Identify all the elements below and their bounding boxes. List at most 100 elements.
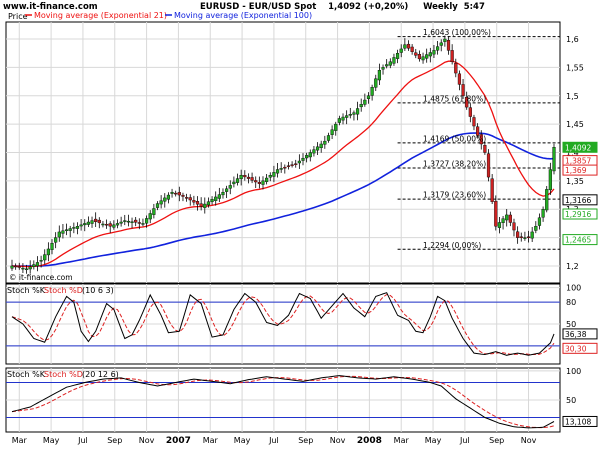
instrument-title: EURUSD - EUR/USD Spot <box>200 2 317 12</box>
candle-body <box>188 197 192 201</box>
fibonacci-label: 1,4169 (50,00%) <box>423 134 486 143</box>
value-box <box>562 208 598 220</box>
candle-body <box>312 149 316 154</box>
candle-body <box>388 61 392 66</box>
candle-body <box>345 115 349 118</box>
candle-body <box>32 264 36 267</box>
candle-body <box>381 67 385 70</box>
candle-body <box>508 214 512 223</box>
candle-body <box>68 228 72 231</box>
candle-body <box>526 236 531 238</box>
candle-body <box>406 43 411 49</box>
candle-body <box>341 116 345 121</box>
candle-body <box>395 53 400 59</box>
fibonacci-label: 1,4875 (61,80%) <box>423 94 486 103</box>
candle-body <box>166 194 171 200</box>
candle-body <box>272 172 276 177</box>
value-box-label: 1,2916 <box>565 210 591 219</box>
candle-body <box>279 168 283 170</box>
stoch-params: (20 12 6) <box>82 370 119 379</box>
candle-body <box>254 180 258 183</box>
y-tick-label: 100 <box>566 284 581 293</box>
candle-body <box>101 223 105 226</box>
candle-body <box>177 192 181 196</box>
candle-body <box>159 200 163 205</box>
candle-body <box>108 223 112 227</box>
candle-body <box>326 135 331 141</box>
labels: Mar May Jul Sep Nov 2007 Mar May Jul Sep Nov 2008 Ma… <box>7 11 584 446</box>
stoch-value-box <box>562 328 598 340</box>
time-label: 5:47 <box>463 2 485 12</box>
value-box <box>562 194 598 206</box>
candles <box>10 35 556 274</box>
candle-body <box>486 153 491 178</box>
candle-body <box>232 181 236 185</box>
candle-body <box>366 95 371 99</box>
candle-body <box>548 169 552 191</box>
candle-body <box>185 197 189 199</box>
candle-body <box>228 185 232 189</box>
candle-body <box>399 48 403 53</box>
candle-body <box>10 265 14 269</box>
candle-body <box>97 219 101 224</box>
candle-body <box>403 44 407 49</box>
candle-body <box>181 194 185 197</box>
candle-body <box>134 219 138 223</box>
x-tick-label: Nov <box>139 436 155 445</box>
candle-body <box>454 63 458 74</box>
candle-body <box>46 248 50 256</box>
candle-body <box>35 262 40 267</box>
site-name: www.it-finance.com <box>3 2 98 12</box>
candle-body <box>174 192 178 195</box>
ema100-line <box>12 132 555 267</box>
stoch-value-box <box>562 342 598 354</box>
candle-body <box>308 152 312 158</box>
stoch-params: (10 6 3) <box>82 286 114 295</box>
x-tick-label: Mar <box>394 436 410 445</box>
candle-body <box>54 237 58 243</box>
candle-body <box>392 57 396 64</box>
candle-body <box>512 222 516 231</box>
ema21-layer <box>12 60 555 268</box>
candle-body <box>163 197 167 202</box>
value-box <box>562 164 598 176</box>
candle-body <box>24 268 29 271</box>
x-tick-label: Sep <box>107 436 122 445</box>
y-tick-label: 80 <box>566 298 576 307</box>
legend-ema21: Moving average (Exponential 21) <box>34 11 167 20</box>
candle-body <box>435 46 440 51</box>
candle-body <box>235 178 240 183</box>
candle-body <box>195 201 200 205</box>
x-tick-label: May <box>234 436 251 445</box>
candle-body <box>72 227 76 229</box>
ema21-line <box>12 60 555 268</box>
candle-body <box>465 97 469 108</box>
fibonacci-levels <box>397 36 560 250</box>
y-tick-label: 1,2 <box>566 262 579 271</box>
candle-body <box>410 46 414 52</box>
candle-body <box>79 224 83 227</box>
y-tick-label: 1,4 <box>566 149 579 158</box>
candle-body <box>323 140 327 145</box>
candle-body <box>461 84 465 96</box>
fibonacci-label: 1,2294 (0,00%) <box>423 241 481 250</box>
candle-body <box>239 174 243 180</box>
candle-body <box>90 220 94 224</box>
x-tick-label: Jul <box>459 436 470 445</box>
candle-body <box>217 194 221 199</box>
candle-body <box>203 203 207 208</box>
candle-body <box>275 169 280 174</box>
stoch-value-label: 36,38 <box>565 330 587 339</box>
candle-body <box>497 222 502 228</box>
candle-body <box>490 178 494 202</box>
candle-body <box>94 218 98 222</box>
candle-body <box>286 165 291 167</box>
candle-body <box>123 220 127 222</box>
candle-body <box>363 99 367 105</box>
stoch-value-label: 13,108 <box>565 417 591 426</box>
candle-body <box>417 54 422 60</box>
candle-body <box>152 208 156 215</box>
candle-body <box>355 108 360 115</box>
candle-body <box>359 104 363 108</box>
